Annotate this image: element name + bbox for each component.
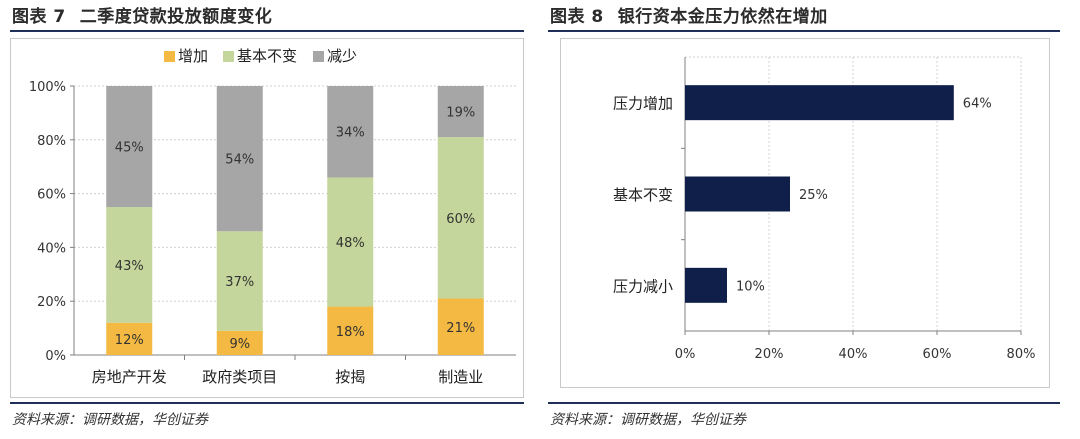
y-tick-label: 60%: [37, 188, 66, 203]
bar-segment-基本不变: [327, 177, 374, 307]
x-category-label: 按揭: [335, 368, 365, 386]
bar: [685, 85, 954, 121]
data-label: 64%: [963, 97, 992, 112]
bar-segment-增加: [437, 298, 484, 355]
bar-segment-减少: [327, 86, 374, 178]
data-label: 18%: [336, 325, 365, 340]
y-tick-label: 0%: [45, 349, 66, 364]
bar-segment-增加: [327, 306, 374, 355]
data-label: 21%: [446, 321, 475, 336]
data-label: 34%: [336, 126, 365, 141]
x-tick-label: 40%: [839, 347, 868, 362]
legend-label: 增加: [178, 47, 208, 65]
figure-7-number: 图表 7: [12, 7, 66, 27]
figure-8-source: 资料来源：调研数据，华创证券: [550, 412, 746, 428]
x-tick-label: 0%: [675, 347, 696, 362]
data-label: 43%: [115, 259, 144, 274]
x-category-label: 制造业: [438, 368, 483, 386]
data-label: 45%: [115, 141, 144, 156]
figure-7-source: 资料来源：调研数据，华创证券: [12, 412, 208, 428]
data-label: 48%: [336, 236, 365, 251]
figure-7-panel: 图表 7 二季度贷款投放额度变化 0% 20% 40% 60% 80% 100% 12% 43%…: [10, 0, 524, 439]
bar-segment-基本不变: [216, 231, 263, 331]
title-rule: [548, 30, 1060, 32]
x-tick-label: 80%: [1007, 347, 1036, 362]
legend-swatch: [164, 51, 175, 62]
legend-swatch: [313, 51, 324, 62]
title-rule: [10, 30, 524, 32]
figure-8-number: 图表 8: [550, 7, 604, 27]
stacked-bar-chart-frame: 0% 20% 40% 60% 80% 100% 12% 43% 45% 房地产开发 9% 37% 54%…: [10, 38, 524, 398]
source-rule: [548, 402, 1060, 404]
bar: [685, 267, 727, 303]
data-label: 25%: [799, 188, 828, 203]
horizontal-bar-chart-frame: 0% 20% 40% 60% 80% 64% 压力增加 25% 基本不变 10% 压力减小: [560, 38, 1050, 388]
x-tick-label: 20%: [755, 347, 784, 362]
bar: [685, 176, 790, 212]
bar-segment-增加: [216, 330, 263, 355]
data-label: 60%: [446, 212, 475, 227]
data-label: 9%: [229, 337, 250, 352]
bar-segment-基本不变: [437, 137, 484, 299]
legend-label: 基本不变: [237, 47, 297, 65]
data-label: 19%: [446, 106, 475, 121]
x-tick-label: 60%: [923, 347, 952, 362]
bar-segment-减少: [216, 86, 263, 232]
horizontal-bar-chart: 0% 20% 40% 60% 80% 64% 压力增加 25% 基本不变 10% 压力减小: [613, 56, 1036, 362]
figure-7-title-text: 二季度贷款投放额度变化: [79, 7, 273, 27]
x-category-label: 房地产开发: [92, 368, 167, 386]
data-label: 12%: [115, 333, 144, 348]
bar-segment-减少: [106, 86, 153, 208]
figure-7-title: 图表 7 二季度贷款投放额度变化: [12, 2, 272, 27]
y-tick-label: 80%: [37, 134, 66, 149]
legend-swatch: [223, 51, 234, 62]
data-label: 37%: [225, 275, 254, 290]
bar-segment-增加: [106, 322, 153, 355]
source-rule: [10, 402, 524, 404]
figure-8-title-text: 银行资本金压力依然在增加: [617, 7, 828, 27]
y-category-label: 压力减小: [613, 277, 673, 295]
x-category-label: 政府类项目: [202, 368, 277, 386]
stacked-bar-chart: 0% 20% 40% 60% 80% 100% 12% 43% 45% 房地产开发 9% 37% 54%…: [29, 47, 516, 386]
y-category-label: 压力增加: [613, 95, 673, 113]
y-category-label: 基本不变: [613, 186, 673, 204]
bar-segment-减少: [437, 86, 484, 138]
data-label: 10%: [736, 279, 765, 294]
figure-8-panel: 图表 8 银行资本金压力依然在增加 0% 20% 40% 60% 80% 64% 压力增加 25…: [548, 0, 1060, 439]
bar-segment-基本不变: [106, 207, 153, 323]
y-tick-label: 100%: [29, 80, 66, 95]
legend-label: 减少: [327, 47, 357, 65]
y-tick-label: 20%: [37, 295, 66, 310]
data-label: 54%: [225, 153, 254, 168]
y-tick-label: 40%: [37, 241, 66, 256]
figure-8-title: 图表 8 银行资本金压力依然在增加: [550, 2, 828, 27]
